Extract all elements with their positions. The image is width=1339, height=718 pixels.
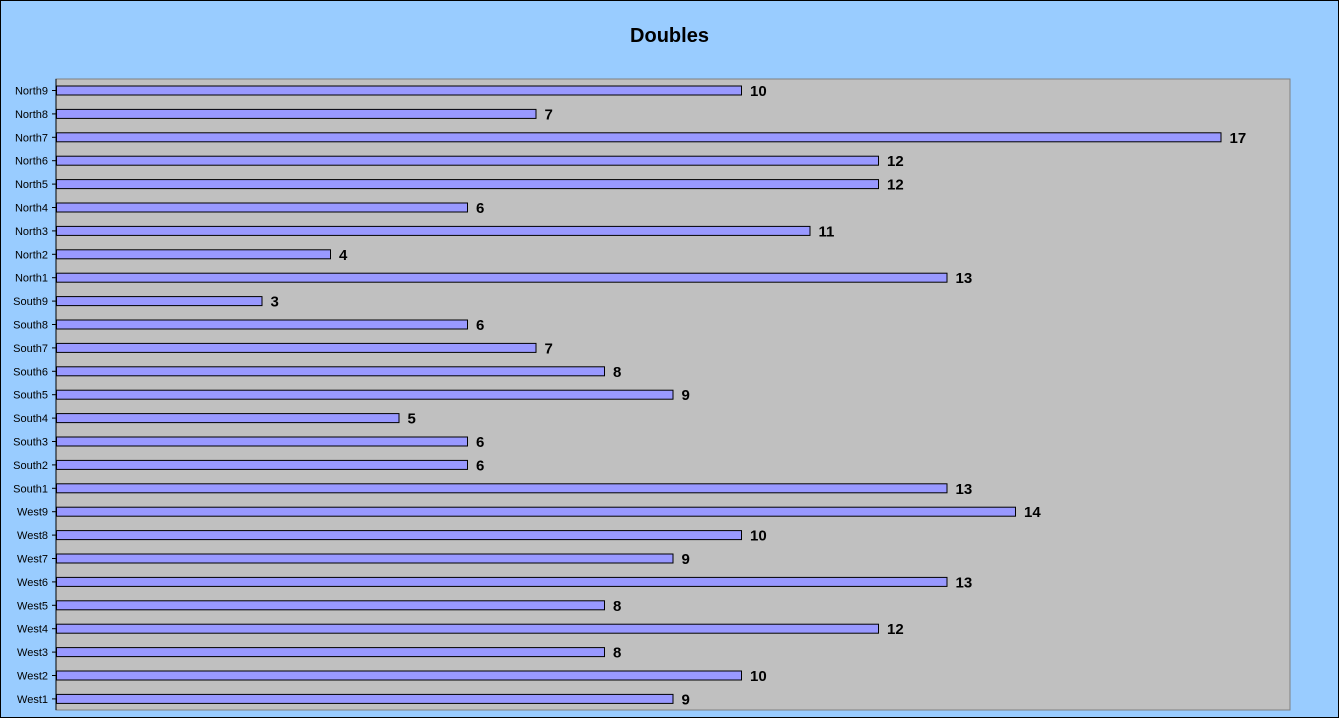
bar	[56, 85, 742, 96]
bar	[56, 436, 468, 447]
bar	[56, 108, 537, 119]
data-label: 10	[750, 528, 767, 545]
data-label: 11	[819, 223, 835, 240]
category-label: South8	[13, 320, 48, 332]
bar	[56, 647, 605, 658]
category-label: North4	[15, 203, 48, 215]
category-label: West9	[17, 507, 48, 519]
data-label: 3	[271, 294, 279, 311]
bar	[56, 670, 742, 681]
category-label: West3	[17, 647, 48, 659]
category-label: South4	[13, 413, 48, 425]
data-label: 9	[682, 691, 690, 708]
data-label: 8	[613, 364, 621, 381]
bar	[56, 225, 811, 236]
category-label: West6	[17, 577, 48, 589]
category-label: West1	[17, 694, 48, 706]
category-label: West2	[17, 671, 48, 683]
bar	[56, 342, 537, 353]
data-label: 10	[750, 83, 767, 100]
category-label: North7	[15, 132, 48, 144]
category-label: South1	[13, 483, 48, 495]
category-label: West8	[17, 530, 48, 542]
data-label: 7	[545, 106, 553, 123]
bar	[56, 600, 605, 611]
bar	[56, 155, 879, 166]
bar	[56, 693, 674, 704]
data-label: 13	[956, 270, 973, 287]
bar	[56, 366, 605, 377]
data-label: 6	[476, 457, 484, 474]
data-label: 6	[476, 434, 484, 451]
data-label: 4	[339, 247, 348, 264]
data-label: 10	[750, 668, 767, 685]
bar	[56, 319, 468, 330]
data-label: 7	[545, 340, 553, 357]
data-label: 9	[682, 387, 690, 404]
category-label: South5	[13, 390, 48, 402]
data-label: 13	[956, 574, 973, 591]
data-label: 17	[1230, 130, 1247, 147]
bar	[56, 623, 879, 634]
category-label: South3	[13, 437, 48, 449]
bar	[56, 413, 400, 424]
data-label: 12	[887, 621, 904, 638]
data-label: 8	[613, 645, 621, 662]
bar	[56, 530, 742, 541]
category-label: North3	[15, 226, 48, 238]
bar	[56, 249, 331, 260]
data-label: 8	[613, 598, 621, 615]
bar	[56, 483, 948, 494]
data-label: 6	[476, 317, 484, 334]
category-label: West7	[17, 554, 48, 566]
category-label: South9	[13, 296, 48, 308]
data-label: 9	[682, 551, 690, 568]
bar	[56, 132, 1222, 143]
category-label: West4	[17, 624, 48, 636]
category-label: North2	[15, 249, 48, 261]
bar	[56, 272, 948, 283]
data-label: 6	[476, 200, 484, 217]
category-label: North9	[15, 86, 48, 98]
chart-title: Doubles	[630, 25, 709, 47]
bar	[56, 179, 879, 190]
data-label: 12	[887, 177, 904, 194]
bar	[56, 506, 1016, 517]
category-label: South7	[13, 343, 48, 355]
bar	[56, 553, 674, 564]
bar	[56, 576, 948, 587]
data-label: 12	[887, 153, 904, 170]
bar	[56, 202, 468, 213]
category-label: West5	[17, 600, 48, 612]
data-label: 14	[1024, 504, 1041, 521]
data-label: 5	[408, 411, 416, 428]
bar	[56, 459, 468, 470]
category-label: North1	[15, 273, 48, 285]
bar	[56, 296, 263, 307]
category-label: South2	[13, 460, 48, 472]
category-label: South6	[13, 366, 48, 378]
category-label: North8	[15, 109, 48, 121]
category-label: North6	[15, 156, 48, 168]
bar	[56, 389, 674, 400]
data-label: 13	[956, 481, 973, 498]
category-label: North5	[15, 179, 48, 191]
